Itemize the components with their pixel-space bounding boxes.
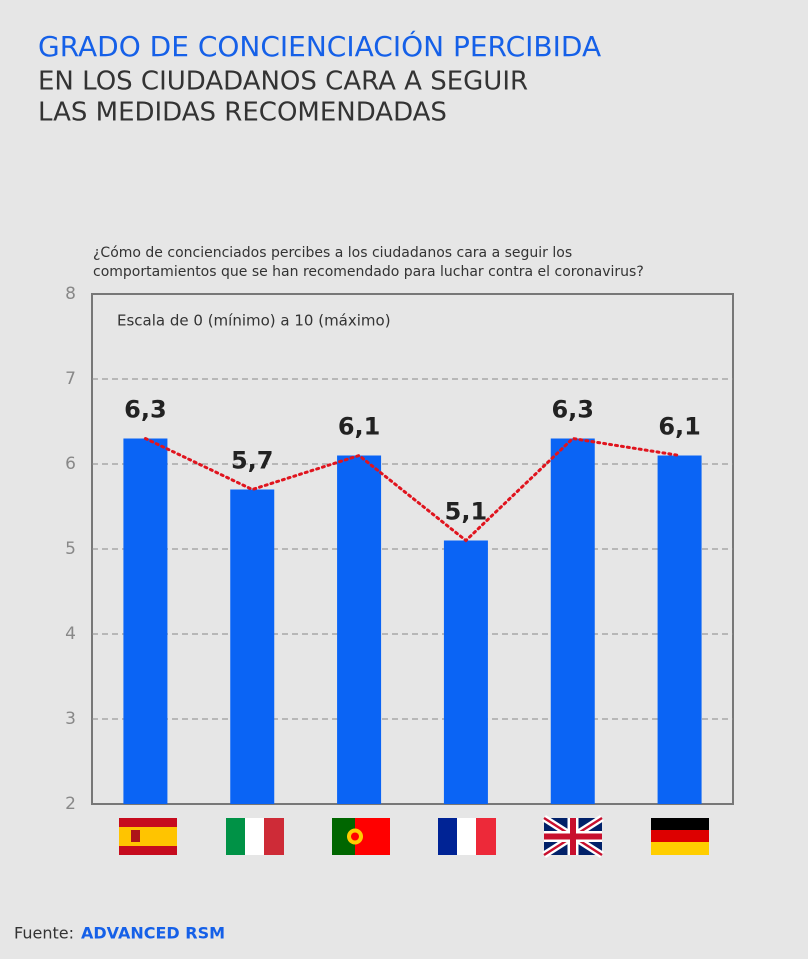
trend-line [143,436,682,543]
subtitle-line: ¿Cómo de concienciados percibes a los ci… [93,245,572,261]
flag-italy [226,818,284,855]
flag-portugal [332,818,390,855]
bar [550,438,595,804]
y-tick-label: 6 [65,454,76,474]
bar [337,455,382,804]
flag-germany [651,818,709,855]
value-label: 5,1 [445,498,488,526]
value-label: 6,3 [551,396,594,424]
y-tick-label: 8 [65,284,76,304]
bar [443,540,488,804]
value-label: 6,3 [124,396,167,424]
title-line: LAS MEDIDAS RECOMENDADAS [38,98,447,128]
flag-france [438,818,496,855]
value-label: 5,7 [231,447,274,475]
subtitle-line: comportamientos que se han recomendado p… [93,264,644,280]
title-line: EN LOS CIUDADANOS CARA A SEGUIR [38,67,528,97]
y-tick-label: 4 [65,624,76,644]
y-tick-label: 7 [65,369,76,389]
value-label: 6,1 [658,413,701,441]
flags [119,815,709,858]
flag-uk [542,815,604,858]
bar [657,455,702,804]
y-tick-label: 2 [65,794,76,814]
y-tick-label: 5 [65,539,76,559]
y-tick-label: 3 [65,709,76,729]
value-label: 6,1 [338,413,381,441]
bar [123,438,168,804]
source-label: Fuente: [14,924,74,943]
annotation: Escala de 0 (mínimo) a 10 (máximo) [117,312,391,330]
title-line: GRADO DE CONCIENCIACIÓN PERCIBIDA [38,29,601,63]
bar [230,489,275,804]
flag-spain [119,818,177,855]
source: ADVANCED RSM [81,924,225,943]
